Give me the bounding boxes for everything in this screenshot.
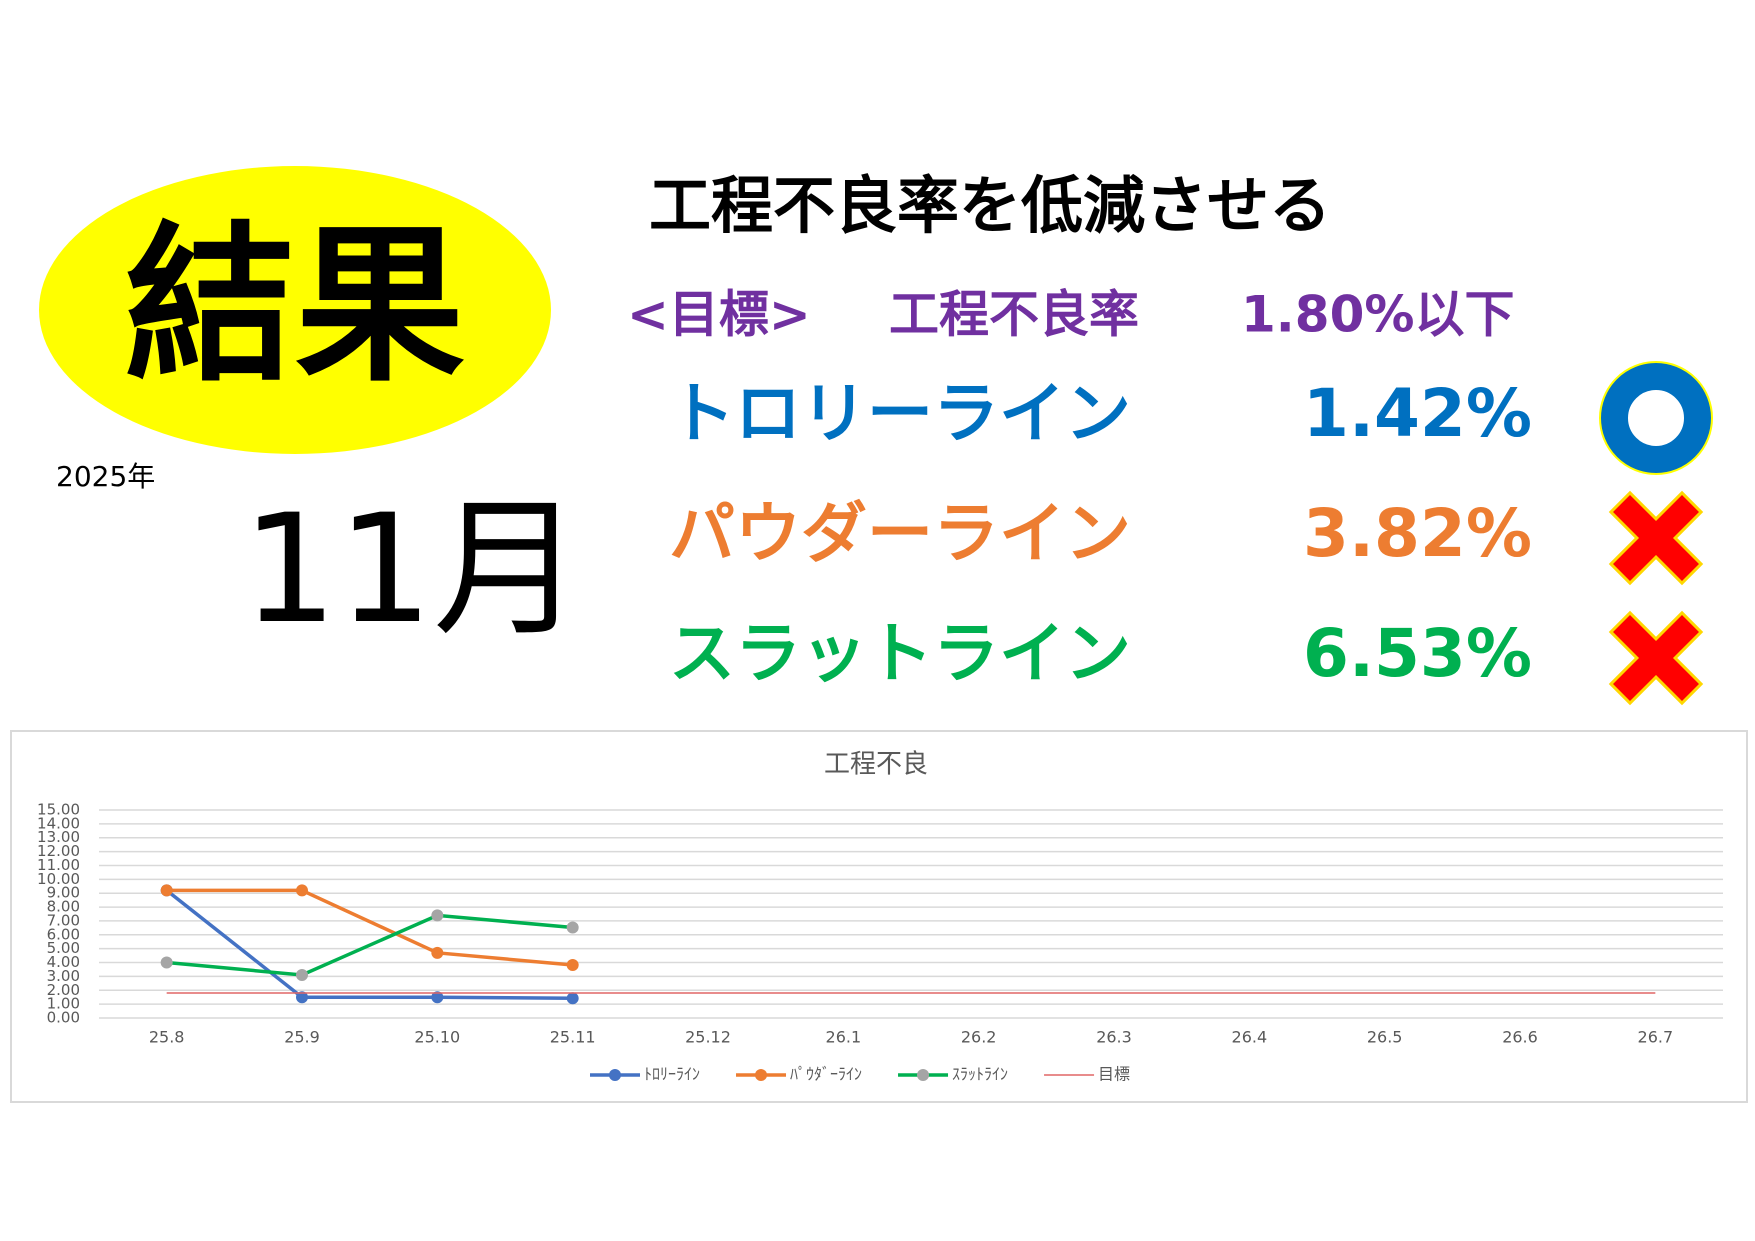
- heading: 工程不良率を低減させる: [649, 169, 1331, 242]
- target-value: 1.80%以下: [1241, 286, 1514, 344]
- ng-icon: [1608, 490, 1704, 586]
- legend-label: ﾊﾟｳﾀﾞｰﾗｲﾝ: [790, 1065, 862, 1084]
- x-tick-label: 25.8: [149, 1028, 185, 1047]
- marker: [296, 884, 308, 897]
- marker: [160, 956, 173, 969]
- series-line: [165, 889, 573, 1001]
- line-rate: 3.82%: [1303, 495, 1532, 572]
- ok-icon-rim: [1599, 361, 1713, 475]
- marker: [431, 991, 444, 1004]
- legend-label: ﾄﾛﾘｰﾗｲﾝ: [644, 1065, 700, 1084]
- y-tick-label: 5.00: [47, 939, 80, 957]
- marker: [566, 921, 579, 934]
- x-tick-label: 26.1: [826, 1028, 862, 1047]
- target-item: 工程不良率: [889, 286, 1139, 344]
- marker: [296, 969, 308, 982]
- x-tick-label: 26.7: [1638, 1028, 1674, 1047]
- legend-marker: [917, 1069, 930, 1081]
- line-name: スラットライン: [669, 615, 1131, 692]
- y-tick-label: 2.00: [47, 981, 80, 999]
- x-tick-label: 25.11: [550, 1028, 596, 1047]
- x-tick-label: 25.12: [685, 1028, 731, 1047]
- badge-bg: [39, 166, 551, 454]
- series-line: [166, 913, 573, 977]
- y-tick-label: 6.00: [47, 925, 80, 943]
- line-name: パウダーライン: [669, 495, 1131, 572]
- ok-icon: [1600, 362, 1712, 474]
- y-tick-label: 15.00: [37, 801, 80, 819]
- chart-frame: [10, 730, 1748, 1103]
- x-tick-label: 25.9: [284, 1028, 320, 1047]
- y-tick-label: 4.00: [47, 953, 80, 971]
- marker: [566, 959, 579, 972]
- y-tick-label: 0.00: [47, 1009, 80, 1027]
- legend-label: ｽﾗｯﾄﾗｲﾝ: [952, 1065, 1008, 1084]
- x-tick-label: 26.6: [1502, 1028, 1538, 1047]
- line-rate: 1.42%: [1303, 375, 1532, 452]
- y-tick-label: 10.00: [37, 870, 80, 888]
- y-tick-label: 12.00: [37, 842, 80, 860]
- x-tick-label: 25.10: [414, 1028, 460, 1047]
- x-tick-label: 26.5: [1367, 1028, 1403, 1047]
- line-rate: 6.53%: [1303, 615, 1532, 692]
- y-tick-label: 7.00: [47, 911, 80, 929]
- legend-label: 目標: [1098, 1065, 1130, 1084]
- y-tick-label: 1.00: [47, 995, 80, 1013]
- y-tick-label: 14.00: [37, 814, 80, 832]
- y-tick-label: 11.00: [37, 856, 80, 874]
- y-tick-label: 8.00: [47, 898, 80, 916]
- year: 2025年: [56, 460, 155, 493]
- marker: [431, 909, 444, 922]
- x-tick-label: 26.4: [1232, 1028, 1268, 1047]
- badge: 結果: [125, 207, 465, 405]
- legend-marker: [609, 1069, 621, 1081]
- x-tick-label: 26.2: [961, 1028, 997, 1047]
- y-tick-label: 13.00: [37, 828, 80, 846]
- marker: [296, 991, 308, 1004]
- series-line: [166, 888, 573, 967]
- chart-title: 工程不良: [824, 750, 928, 780]
- legend-marker: [755, 1069, 768, 1081]
- y-tick-label: 9.00: [47, 884, 80, 902]
- month: 11月: [242, 483, 583, 657]
- marker: [160, 884, 173, 897]
- ng-icon: [1608, 610, 1704, 706]
- marker: [566, 992, 579, 1005]
- target-label: <目標>: [627, 286, 811, 344]
- line-name: トロリーライン: [669, 375, 1131, 452]
- y-tick-label: 3.00: [47, 967, 80, 985]
- x-tick-label: 26.3: [1096, 1028, 1132, 1047]
- marker: [431, 946, 444, 959]
